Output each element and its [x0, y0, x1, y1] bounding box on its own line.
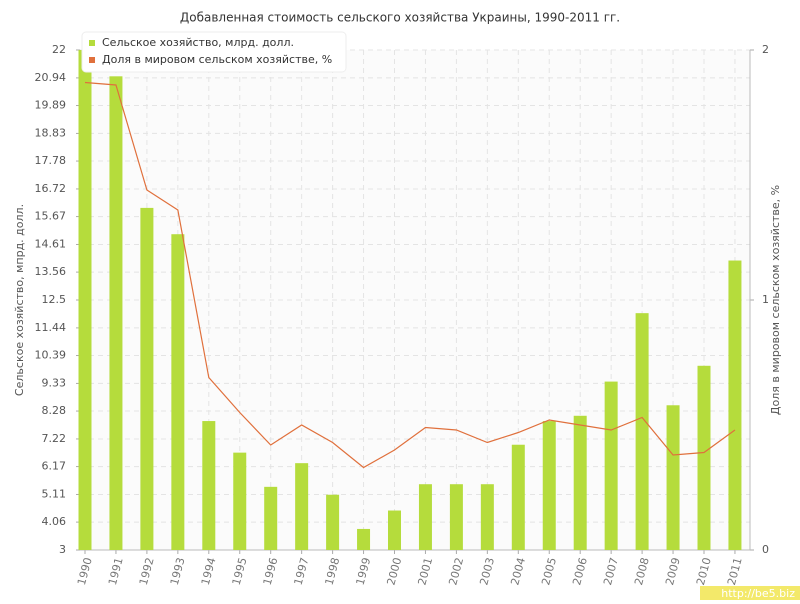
x-tick-label: 2005: [539, 556, 559, 586]
bar: [78, 50, 92, 550]
y-axis-label: Сельское хозяйство, мпрд. долл.: [13, 204, 26, 396]
bar: [635, 313, 649, 550]
bar: [418, 484, 432, 550]
y2-axis-label: Доля в мировом сельском хозяйстве, %: [769, 185, 782, 415]
bar: [233, 452, 247, 550]
bar: [604, 381, 618, 550]
y-tick-label: 16.72: [35, 182, 67, 195]
y-tick-label: 6.17: [42, 460, 67, 473]
x-tick-label: 2001: [415, 556, 435, 586]
x-tick-label: 1990: [75, 556, 95, 586]
watermark-bg: [700, 586, 800, 600]
x-tick-label: 1999: [354, 556, 374, 586]
watermark: http://be5.biz: [721, 587, 795, 600]
legend-label: Доля в мировом сельском хозяйстве, %: [102, 53, 332, 66]
y2-tick-label: 1: [762, 293, 769, 306]
legend-label: Сельское хозяйство, млрд. долл.: [102, 36, 294, 49]
y2-tick-label: 0: [762, 543, 769, 556]
y-tick-label: 4.06: [42, 515, 67, 528]
bar: [326, 494, 340, 550]
y-tick-label: 18.83: [35, 126, 67, 139]
y-tick-label: 20.94: [35, 71, 67, 84]
legend-marker: [89, 57, 95, 63]
x-tick-label: 2002: [446, 556, 466, 586]
bar: [728, 260, 742, 550]
x-tick-label: 2007: [601, 556, 621, 586]
x-tick-label: 1997: [292, 556, 312, 586]
bar: [140, 207, 154, 551]
y-tick-label: 22: [52, 43, 66, 56]
y-tick-label: 11.44: [35, 321, 67, 334]
bar: [171, 234, 185, 551]
chart-title: Добавленная стоимость сельского хозяйств…: [180, 11, 620, 25]
bar: [264, 486, 278, 550]
x-tick-label: 2006: [570, 556, 590, 586]
bar: [697, 365, 711, 550]
x-tick-label: 1998: [323, 556, 343, 586]
x-tick-label: 2010: [694, 556, 714, 586]
bar: [449, 484, 463, 550]
bar: [357, 528, 371, 550]
bar: [109, 76, 123, 550]
y-tick-label: 5.11: [42, 487, 67, 500]
bar: [666, 405, 680, 550]
x-tick-label: 2003: [477, 556, 497, 586]
y2-tick-label: 2: [762, 43, 769, 56]
x-tick-label: 1992: [137, 556, 157, 586]
bar: [295, 463, 309, 550]
x-tick-label: 2004: [508, 556, 528, 586]
bar: [480, 484, 494, 550]
y-tick-label: 8.28: [42, 404, 67, 417]
bar: [573, 415, 587, 550]
x-tick-label: 1993: [168, 556, 188, 586]
x-tick-label: 1996: [261, 556, 281, 586]
legend-marker: [89, 40, 95, 46]
legend: Сельское хозяйство, млрд. долл. Доля в ми…: [81, 31, 347, 73]
y-tick-label: 19.89: [35, 99, 67, 112]
x-tick-label: 1991: [106, 556, 126, 586]
legend-box: [81, 31, 347, 73]
y-tick-label: 12.5: [42, 293, 67, 306]
y-tick-label: 15.67: [35, 210, 67, 223]
y-tick-label: 13.56: [35, 265, 67, 278]
bar: [511, 444, 525, 550]
y-tick-label: 17.78: [35, 154, 67, 167]
x-tick-label: 1995: [230, 556, 250, 586]
x-tick-label: 2000: [384, 556, 404, 586]
y-tick-label: 3: [59, 543, 66, 556]
bar: [388, 510, 401, 550]
bar: [542, 421, 556, 550]
y-tick-label: 9.33: [42, 376, 67, 389]
y-tick-label: 10.39: [35, 349, 67, 362]
x-tick-label: 2011: [725, 556, 745, 586]
x-tick-label: 2008: [632, 556, 652, 586]
y-tick-label: 7.22: [42, 432, 67, 445]
bar: [202, 421, 216, 550]
x-tick-label: 2009: [663, 556, 683, 586]
line: [84, 81, 736, 469]
y-tick-label: 14.61: [35, 237, 67, 250]
x-tick-label: 1994: [199, 556, 219, 586]
